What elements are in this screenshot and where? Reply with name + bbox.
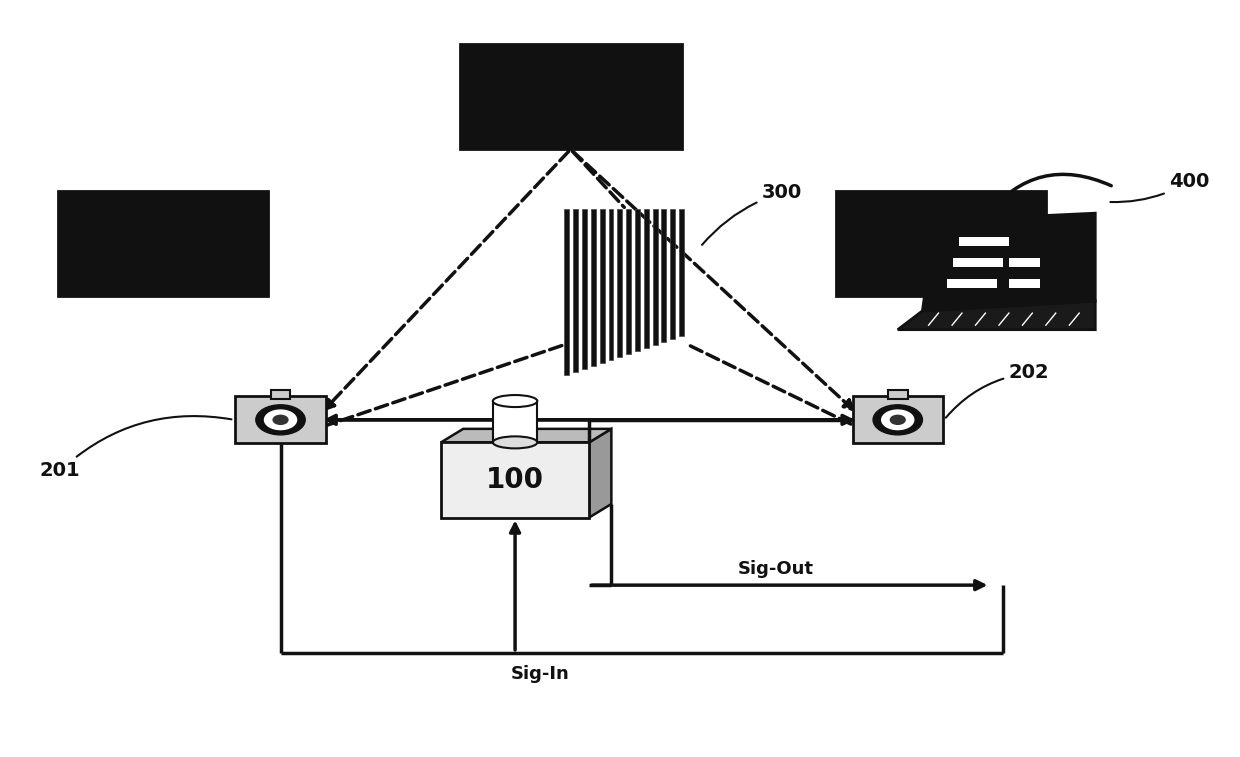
Ellipse shape [492,436,537,448]
Circle shape [882,410,914,430]
Circle shape [264,410,296,430]
Circle shape [273,416,288,425]
Bar [661,210,666,341]
Circle shape [890,416,905,425]
Text: 300: 300 [702,183,802,245]
Bar [960,237,1009,246]
Polygon shape [923,213,1095,311]
Text: 400: 400 [1110,172,1210,202]
Bar [671,210,675,338]
Bar [618,210,622,357]
Bar [582,210,587,369]
Bar [591,210,595,366]
Bar [600,210,605,363]
FancyBboxPatch shape [853,396,942,444]
Ellipse shape [492,395,537,407]
Bar [441,442,589,518]
Bar [270,390,290,399]
Bar [626,210,631,354]
Bar [836,191,1045,296]
Bar [652,210,657,344]
Polygon shape [589,429,611,518]
Bar [954,258,1003,267]
Polygon shape [441,429,611,442]
Bar [644,210,649,347]
Bar [888,390,908,399]
Bar [609,210,614,360]
Bar [573,210,578,372]
Bar [492,401,537,442]
Text: 100: 100 [486,466,544,494]
Bar [460,44,682,149]
Bar [58,191,268,296]
Text: 202: 202 [946,363,1049,418]
Bar [1009,279,1039,288]
Circle shape [255,405,305,435]
Text: Sig-In: Sig-In [511,665,569,683]
Bar [635,210,640,350]
Text: Sig-Out: Sig-Out [738,559,813,578]
Polygon shape [898,301,1095,329]
Bar [947,279,997,288]
Bar [1009,258,1039,267]
Bar [564,210,569,375]
Circle shape [873,405,923,435]
Bar [680,210,684,335]
Text: 201: 201 [40,416,232,480]
FancyBboxPatch shape [236,396,326,444]
